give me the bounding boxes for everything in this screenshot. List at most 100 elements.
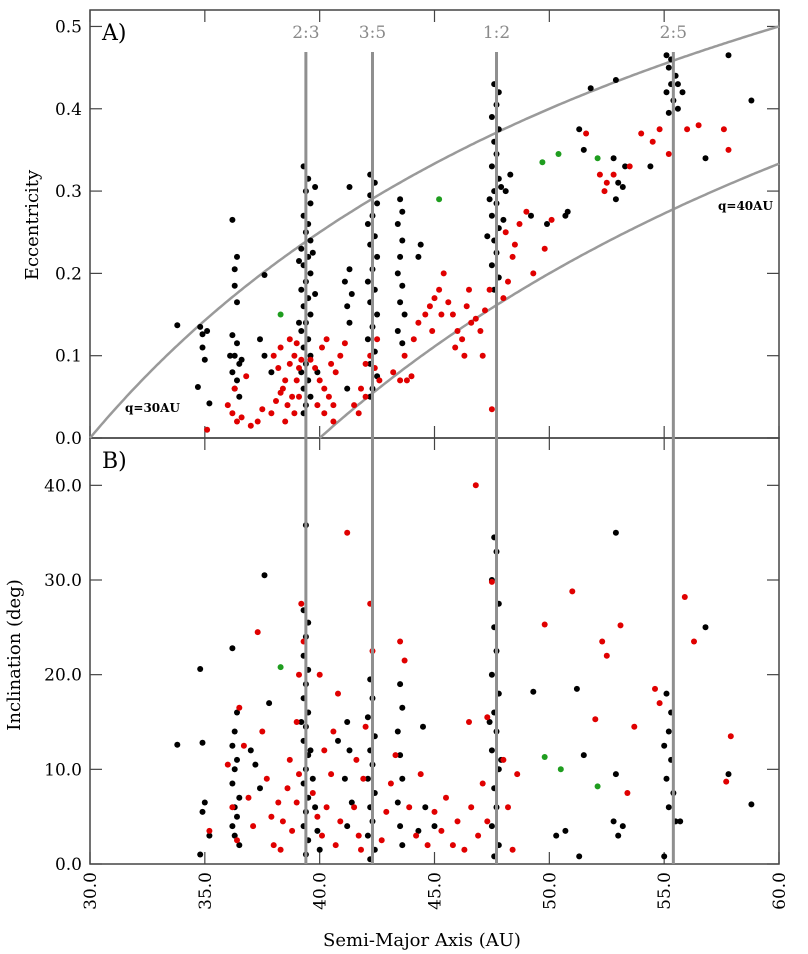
data-point-ecc	[231, 282, 238, 289]
data-point-inc	[257, 785, 263, 792]
data-point-inc	[424, 842, 431, 849]
data-point-ecc	[307, 352, 314, 359]
data-point-inc	[397, 752, 404, 759]
data-point-inc	[197, 666, 204, 672]
data-point-inc	[727, 733, 734, 740]
data-point-ecc	[500, 216, 507, 223]
data-point-ecc	[397, 377, 404, 384]
data-point-inc	[330, 728, 337, 735]
data-point-inc	[576, 853, 583, 860]
data-point-ecc	[279, 385, 286, 392]
data-point-ecc	[594, 155, 601, 162]
data-point-inc	[309, 775, 316, 782]
data-point-inc	[355, 832, 362, 839]
resonance-label: 1:2	[483, 23, 510, 43]
data-point-ecc	[562, 212, 569, 219]
data-point-inc	[364, 775, 371, 782]
data-point-inc	[344, 719, 351, 725]
data-point-inc	[224, 761, 231, 768]
data-point-inc	[335, 737, 341, 744]
data-point-ecc	[500, 295, 507, 302]
data-point-ecc	[544, 221, 550, 227]
data-point-ecc	[472, 315, 479, 322]
data-point-inc	[422, 804, 429, 811]
data-point-inc	[307, 747, 314, 754]
data-point-ecc	[282, 418, 289, 425]
data-point-ecc	[399, 282, 406, 289]
data-point-ecc	[626, 163, 633, 170]
data-point-ecc	[199, 331, 206, 338]
data-point-ecc	[463, 303, 470, 310]
resonance-lines: 2:3 3:5 1:2 2:5	[292, 23, 687, 864]
data-point-ecc	[454, 328, 461, 334]
data-point-ecc	[399, 340, 406, 347]
data-point-inc	[387, 780, 394, 787]
data-point-ecc	[312, 291, 319, 297]
data-point-ecc	[695, 122, 702, 129]
data-point-ecc	[229, 216, 236, 223]
data-point-inc	[656, 700, 663, 707]
data-point-ecc	[325, 393, 332, 400]
data-point-ecc	[229, 369, 236, 376]
data-point-ecc	[479, 352, 486, 359]
data-point-ecc	[261, 272, 268, 278]
data-point-ecc	[364, 221, 371, 227]
data-point-inc	[298, 600, 305, 607]
data-point-inc	[569, 588, 576, 595]
data-point-ecc	[314, 402, 321, 409]
x-tick-label: 55.0	[655, 872, 675, 910]
data-point-inc	[319, 832, 325, 839]
data-point-inc	[401, 657, 408, 664]
data-point-ecc	[649, 138, 656, 145]
data-point-ecc	[323, 336, 330, 343]
perihelion-curve	[89, 25, 780, 439]
data-point-ecc	[231, 352, 238, 359]
data-point-inc	[335, 690, 341, 697]
data-point-ecc	[665, 109, 672, 116]
data-point-ecc	[236, 393, 243, 400]
data-point-ecc	[289, 393, 296, 400]
data-point-ecc	[488, 406, 495, 413]
data-point-inc	[488, 747, 495, 754]
data-point-inc	[431, 808, 438, 815]
data-point-ecc	[344, 385, 351, 392]
data-point-ecc	[528, 212, 534, 219]
x-tick-label: 45.0	[426, 872, 446, 910]
data-point-inc	[344, 823, 351, 830]
data-point-ecc	[488, 262, 495, 269]
data-point-ecc	[509, 253, 516, 260]
data-point-inc	[479, 780, 486, 787]
data-point-ecc	[199, 344, 206, 351]
data-point-ecc	[277, 311, 284, 318]
data-point-inc	[250, 823, 257, 830]
data-point-ecc	[341, 340, 348, 347]
data-point-ecc	[603, 179, 610, 186]
data-point-ecc	[234, 340, 240, 347]
data-point-ecc	[257, 336, 263, 343]
data-point-ecc	[296, 365, 302, 371]
data-point-ecc	[174, 322, 181, 329]
data-point-inc	[413, 832, 420, 839]
data-point-ecc	[684, 126, 691, 133]
data-point-ecc	[231, 266, 238, 273]
data-point-ecc	[449, 311, 456, 318]
resonance-label: 3:5	[359, 23, 386, 43]
data-point-inc	[231, 728, 238, 735]
data-point-inc	[484, 714, 491, 721]
data-point-ecc	[394, 328, 401, 334]
data-point-inc	[661, 853, 668, 860]
x-tick-label: 35.0	[196, 872, 216, 910]
data-point-ecc	[234, 299, 240, 306]
data-point-ecc	[204, 426, 211, 433]
data-point-inc	[592, 716, 599, 723]
data-point-ecc	[362, 393, 369, 400]
data-point-inc	[229, 645, 236, 652]
data-point-ecc	[374, 253, 381, 260]
data-point-ecc	[403, 377, 410, 384]
data-point-inc	[399, 704, 406, 711]
resonance-label: 2:3	[292, 23, 319, 43]
data-point-ecc	[576, 126, 583, 133]
data-point-ecc	[431, 295, 438, 302]
data-point-ecc	[298, 245, 305, 252]
data-point-inc	[206, 827, 213, 834]
